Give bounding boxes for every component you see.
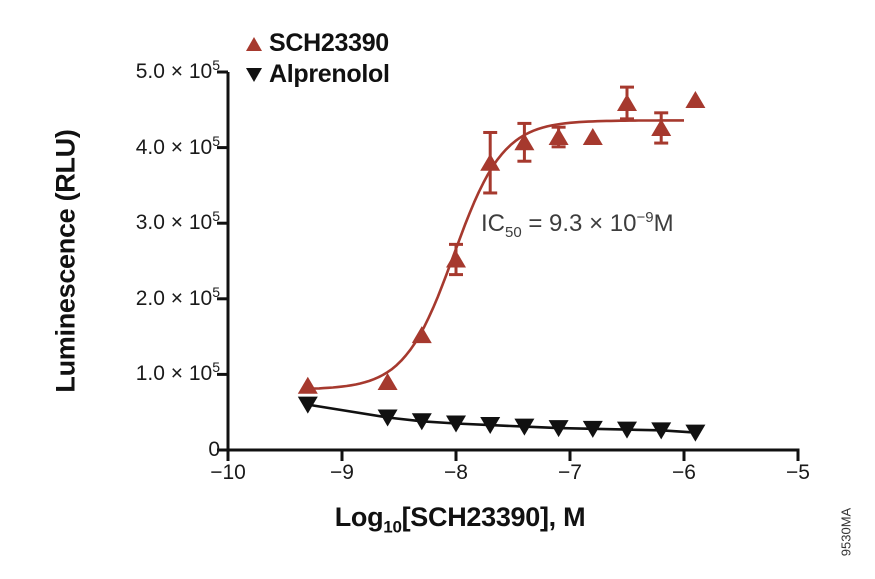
ic50-superscript: −9 xyxy=(636,209,654,226)
legend: SCH23390 Alprenolol xyxy=(246,28,390,90)
triangle-up-icon xyxy=(246,36,262,51)
y-axis-title: Luminescence (RLU) xyxy=(50,129,81,393)
y-tick-label: 5.0 × 105 xyxy=(135,57,220,83)
legend-item-sch23390: SCH23390 xyxy=(246,28,390,59)
x-tick-label: −5 xyxy=(786,461,810,484)
x-tick-label: −7 xyxy=(558,461,582,484)
y-tick-label: 2.0 × 105 xyxy=(135,283,220,310)
y-tick-label: 4.0 × 105 xyxy=(135,132,220,159)
triangle-down-icon xyxy=(246,67,262,82)
y-tick-label: 3.0 × 105 xyxy=(135,208,220,235)
ic50-post: M xyxy=(653,210,674,237)
legend-label-alprenolol: Alprenolol xyxy=(269,60,390,88)
figure-id-watermark: 9530MA xyxy=(838,507,854,557)
x-tick-label: −10 xyxy=(210,461,246,484)
x-title-pre: Log xyxy=(334,502,384,532)
ic50-subscript: 50 xyxy=(505,223,522,241)
ic50-annotation: IC50 = 9.3 × 10−9M xyxy=(481,209,674,241)
ic50-mid: = 9.3 × 10 xyxy=(521,210,637,237)
x-title-subscript: 10 xyxy=(383,517,402,537)
x-tick-label: −6 xyxy=(672,461,696,484)
x-tick-label: −9 xyxy=(330,461,354,484)
y-tick-label: 1.0 × 105 xyxy=(135,359,220,386)
y-tick-label: 0 xyxy=(208,438,220,461)
legend-label-sch23390: SCH23390 xyxy=(269,29,389,57)
x-axis-title: Log10[SCH23390], M xyxy=(334,502,586,537)
ic50-pre: IC xyxy=(481,210,505,237)
x-tick-label: −8 xyxy=(444,461,468,484)
legend-item-alprenolol: Alprenolol xyxy=(246,59,390,90)
x-title-post: [SCH23390], M xyxy=(401,502,586,532)
